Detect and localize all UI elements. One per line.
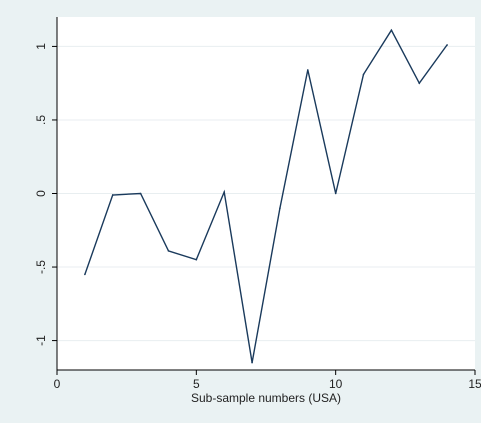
data-point	[195, 258, 198, 261]
y-tick-label: 0	[34, 190, 48, 197]
y-tick-label: -.5	[34, 260, 48, 274]
data-point	[167, 250, 170, 252]
data-point	[223, 191, 225, 193]
y-tick-label: -1	[34, 335, 48, 346]
x-axis-label: Sub-sample numbers (USA)	[191, 391, 341, 405]
data-point	[279, 207, 281, 210]
data-point	[418, 82, 421, 84]
series-line	[84, 28, 448, 363]
x-tick-label: 15	[468, 377, 481, 391]
y-tick-label: .5	[34, 115, 48, 125]
y-tick-label: 1	[34, 43, 48, 50]
series-layer	[84, 28, 448, 364]
x-axis-ticks: 0 5 10 15	[54, 370, 481, 391]
data-point	[251, 361, 253, 364]
x-tick-label: 10	[329, 377, 343, 391]
data-point	[446, 44, 448, 46]
gridlines	[57, 45, 475, 342]
data-point	[390, 29, 393, 32]
data-point	[111, 194, 114, 196]
x-tick-label: 0	[54, 377, 61, 391]
x-tick-label: 5	[193, 377, 200, 391]
data-point	[334, 192, 337, 195]
data-point	[139, 192, 142, 195]
data-point	[307, 69, 309, 71]
data-point	[84, 273, 86, 276]
data-point	[362, 73, 365, 76]
y-axis-ticks: -1 -.5 0 .5 1	[34, 43, 57, 346]
